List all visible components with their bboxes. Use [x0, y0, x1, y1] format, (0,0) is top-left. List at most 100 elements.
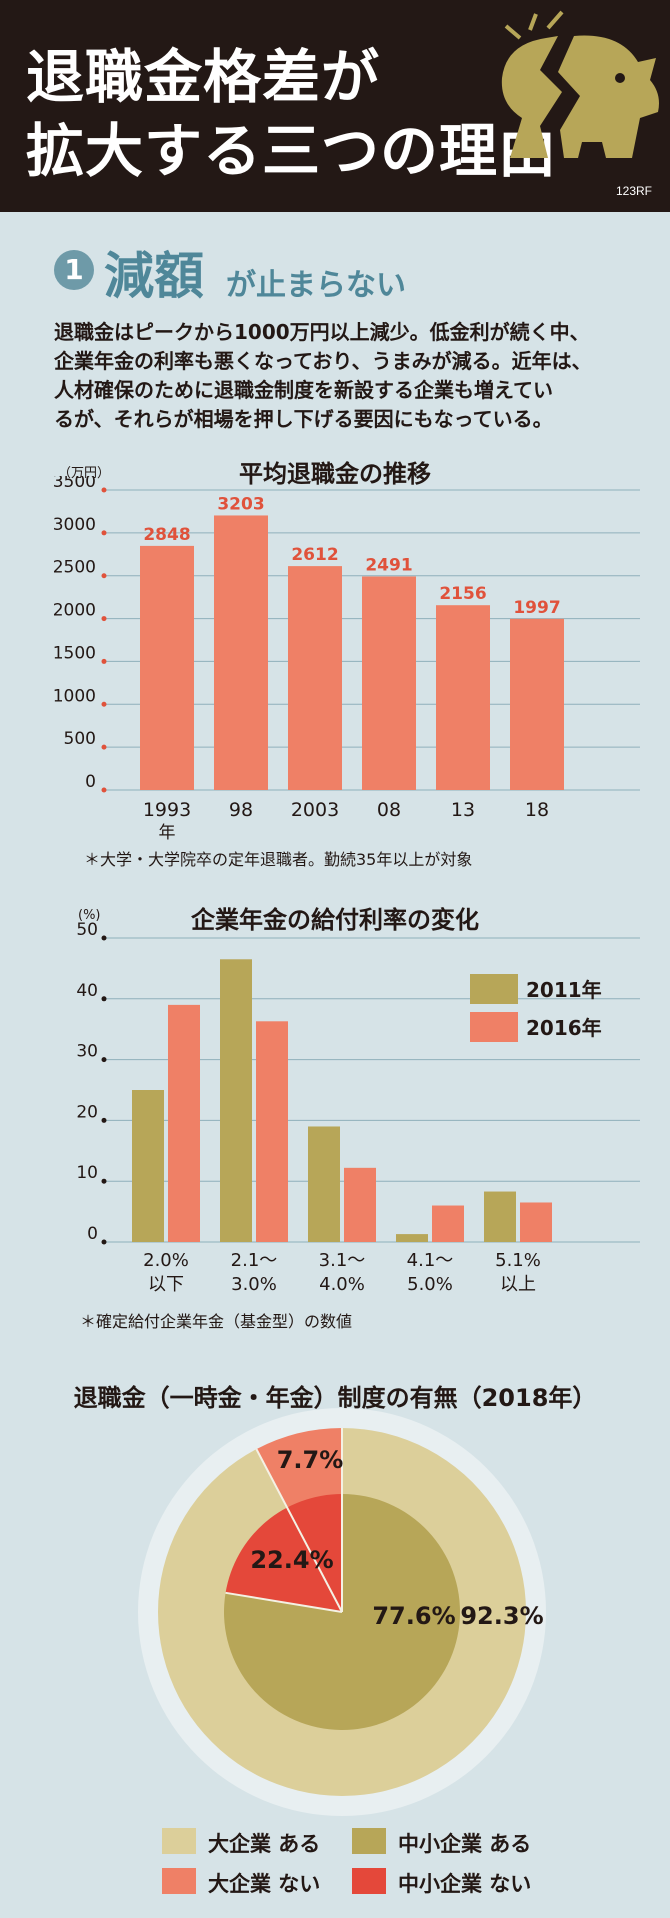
bar-2011年 — [308, 1126, 340, 1242]
y-tick-label: 40 — [76, 981, 98, 1001]
y-tick-label: 30 — [76, 1042, 98, 1062]
x-tick-label: 13 — [451, 799, 475, 821]
legend-swatch — [470, 1012, 518, 1042]
bar-2016年 — [168, 1004, 200, 1242]
bar-2011年 — [132, 1090, 164, 1242]
y-tick-label: 1000 — [53, 686, 96, 706]
y-tick-label: 500 — [64, 729, 96, 749]
chart2-plot: 0 10 20 30 40 50 2.0% 以下 2.1〜 3.0% 3.1〜 4.0% 4.1〜 5.0… — [76, 920, 640, 1295]
x-tick-label: 4.0% — [319, 1274, 365, 1295]
intro-line: 退職金はピークから1000万円以上減少。低金利が続く中、 — [54, 320, 590, 344]
tick-dot — [101, 996, 107, 1002]
y-tick-label: 10 — [76, 1163, 98, 1183]
legend-label: 中小企業 ない — [398, 1872, 532, 1896]
page-title: 退職金格差が 拡大する三つの理由 — [26, 40, 557, 188]
y-tick-label: 0 — [85, 772, 96, 792]
chart2-note: ＊確定給付企業年金（基金型）の数値 — [80, 1312, 353, 1331]
bar-2016年 — [344, 1167, 376, 1242]
bar — [140, 545, 194, 790]
tick-dot — [101, 1057, 107, 1063]
x-tick-label: 以上 — [500, 1274, 536, 1295]
x-tick-label: 3.0% — [231, 1274, 277, 1295]
bar-2011年 — [396, 1234, 428, 1242]
data-label: 2612 — [291, 545, 338, 565]
y-tick-label: 20 — [76, 1102, 98, 1122]
y-tick-label: 1500 — [53, 643, 96, 663]
x-tick-label: 2.0% — [143, 1250, 189, 1271]
title-line-1: 退職金格差が — [26, 43, 381, 111]
bar-2016年 — [256, 1021, 288, 1242]
bar — [436, 605, 490, 790]
x-tick-label: 以下 — [148, 1274, 184, 1295]
tick-dot — [101, 1239, 107, 1245]
x-tick-label: 08 — [377, 799, 401, 821]
bar-2016年 — [520, 1202, 552, 1242]
data-label: 2156 — [439, 584, 486, 604]
data-label-inner-yes: 77.6% — [372, 1602, 455, 1630]
chart2-title: 企業年金の給付利率の変化 — [191, 906, 479, 934]
tick-dot — [101, 787, 107, 793]
bar — [214, 515, 268, 790]
chart1-note: ＊大学・大学院卒の定年退職者。勤続35年以上が対象 — [84, 850, 473, 869]
slice-separator — [255, 1448, 343, 1613]
chart3-donut: 7.7% 22.4% 77.6% 92.3% — [138, 1408, 546, 1816]
data-label-outer-yes: 92.3% — [460, 1602, 543, 1630]
data-label: 3203 — [217, 494, 264, 514]
tick-dot — [101, 530, 107, 536]
section-subtitle: が止まらない — [226, 268, 406, 303]
x-tick-label: 18 — [525, 799, 549, 821]
section-title: 減額 — [104, 247, 204, 305]
tick-dot — [101, 935, 107, 941]
tick-dot — [101, 1117, 107, 1123]
bar-2016年 — [432, 1205, 464, 1242]
photo-credit: 123RF — [615, 184, 652, 198]
chart1-unit: （万円） — [58, 466, 111, 481]
x-tick-label: 98 — [229, 799, 253, 821]
title-line-2: 拡大する三つの理由 — [26, 117, 558, 185]
bar — [288, 566, 342, 790]
bar-2011年 — [220, 959, 252, 1242]
data-label-inner-no: 22.4% — [250, 1546, 333, 1574]
bar-2011年 — [484, 1191, 516, 1242]
intro-line: るが、それらが相場を押し下げる要因にもなっている。 — [54, 407, 553, 431]
data-label: 2848 — [143, 525, 190, 545]
y-tick-label: 2000 — [53, 601, 96, 621]
tick-dot — [101, 658, 107, 664]
slice-separator — [225, 1591, 343, 1613]
bar — [362, 576, 416, 790]
x-tick-label: 1993 — [143, 799, 191, 821]
x-tick-label: 2.1〜 — [231, 1250, 278, 1271]
legend-swatch — [352, 1828, 386, 1854]
intro-line: 企業年金の利率も悪くなっており、うまみが減る。近年は、 — [54, 349, 592, 373]
chart1-plot: 0 500 1000 1500 2000 2500 3000 3500 2848 1993 3203… — [53, 476, 640, 843]
broken-piggy-bank-icon — [501, 10, 659, 158]
y-tick-label: 3000 — [53, 515, 96, 535]
tick-dot — [101, 701, 107, 707]
chart1-title: 平均退職金の推移 — [239, 460, 431, 488]
legend-label: 中小企業 ある — [398, 1832, 532, 1856]
legend-label: 大企業 ある — [208, 1832, 321, 1856]
y-tick-label: 50 — [76, 920, 98, 940]
legend-swatch — [162, 1828, 196, 1854]
bar — [510, 618, 564, 790]
data-label-outer-no: 7.7% — [277, 1446, 344, 1474]
chart3-title: 退職金（一時金・年金）制度の有無（2018年） — [73, 1384, 597, 1412]
y-tick-label: 2500 — [53, 558, 96, 578]
tick-dot — [101, 1178, 107, 1184]
tick-dot — [101, 573, 107, 579]
intro-line: 人材確保のために退職金制度を新設する企業も増えてい — [54, 378, 553, 402]
data-label: 2491 — [365, 555, 412, 575]
x-tick-label: 5.0% — [407, 1274, 453, 1295]
tick-dot — [101, 744, 107, 750]
inner-slice-no — [225, 1494, 342, 1612]
legend-swatch — [352, 1868, 386, 1894]
x-axis-suffix: 年 — [159, 823, 176, 843]
chart2-unit: (%) — [78, 908, 101, 923]
tick-dot — [101, 487, 107, 493]
x-tick-label: 4.1〜 — [407, 1250, 454, 1271]
legend-swatch — [162, 1868, 196, 1894]
header-banner: 退職金格差が 拡大する三つの理由 123RF — [0, 0, 670, 212]
legend-label: 2016年 — [526, 1016, 602, 1040]
tick-dot — [101, 616, 107, 622]
x-tick-label: 2003 — [291, 799, 339, 821]
